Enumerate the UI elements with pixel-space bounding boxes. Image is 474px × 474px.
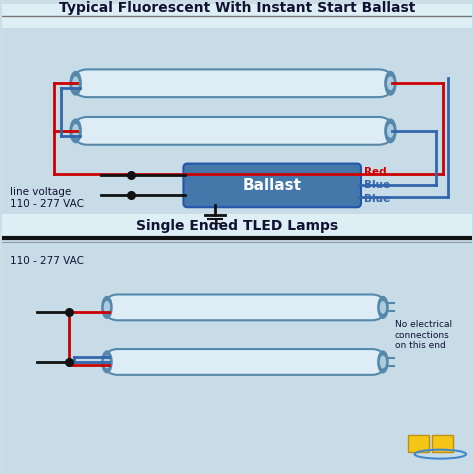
Ellipse shape [72,76,79,90]
Ellipse shape [377,296,389,319]
FancyBboxPatch shape [432,435,453,452]
Ellipse shape [387,124,394,138]
FancyBboxPatch shape [73,69,392,97]
FancyBboxPatch shape [183,164,361,207]
Ellipse shape [101,296,113,319]
Ellipse shape [380,301,386,314]
Text: line voltage
110 - 277 VAC: line voltage 110 - 277 VAC [10,188,84,209]
Ellipse shape [69,71,82,96]
Ellipse shape [380,356,386,368]
Bar [2,4,472,236]
Ellipse shape [104,301,110,314]
Bar [2,214,472,238]
Ellipse shape [69,118,82,143]
Text: Blue: Blue [364,194,390,204]
Text: Ballast: Ballast [243,178,302,193]
Text: Blue: Blue [364,181,390,191]
Ellipse shape [104,356,110,368]
FancyBboxPatch shape [105,349,385,375]
Text: Single Ended TLED Lamps: Single Ended TLED Lamps [136,219,338,233]
Text: Typical Fluorescent With Instant Start Ballast: Typical Fluorescent With Instant Start B… [59,1,415,15]
Ellipse shape [384,71,397,96]
Ellipse shape [101,350,113,374]
Text: No electrical
connections
on this end: No electrical connections on this end [395,320,452,350]
Text: 110 - 277 VAC: 110 - 277 VAC [10,256,84,266]
Ellipse shape [377,350,389,374]
Bar [2,236,472,474]
Ellipse shape [384,118,397,143]
Bar [2,4,472,27]
FancyBboxPatch shape [105,294,385,320]
Ellipse shape [72,124,79,138]
FancyBboxPatch shape [408,435,429,452]
FancyBboxPatch shape [73,117,392,145]
Text: Red: Red [364,166,387,176]
Ellipse shape [387,76,394,90]
